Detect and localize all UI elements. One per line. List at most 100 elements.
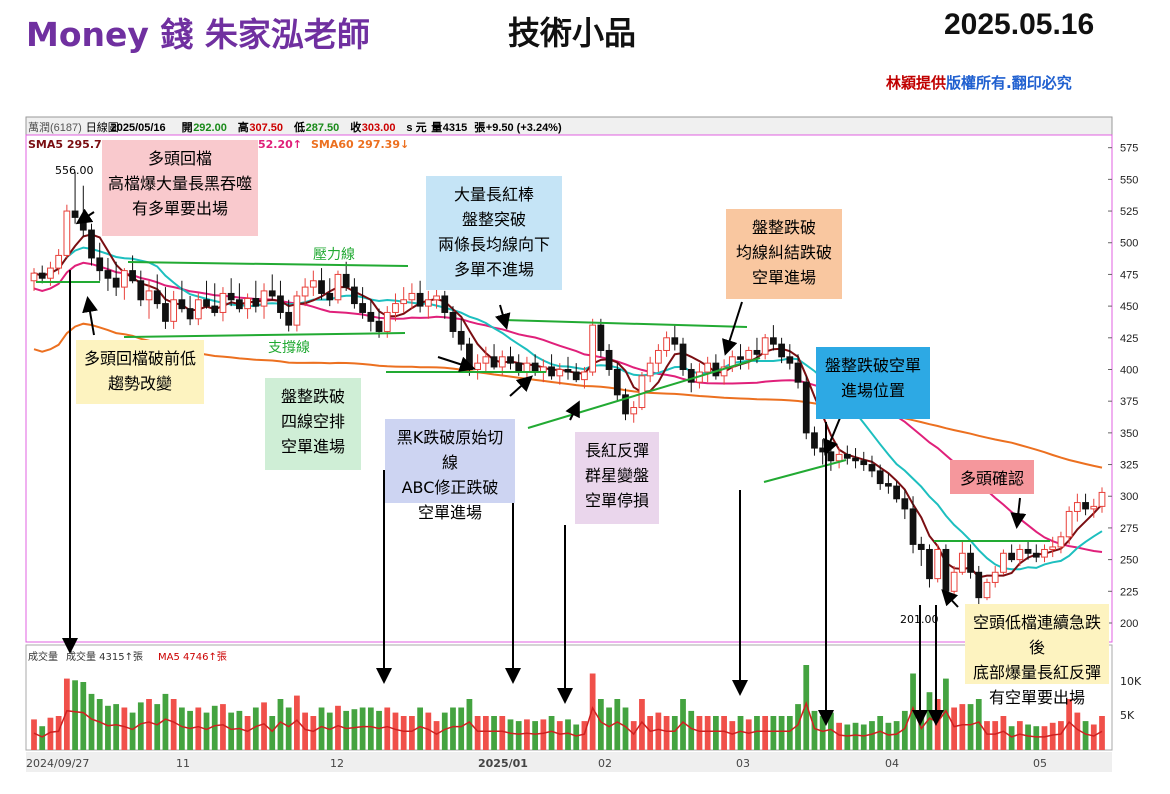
- annotation-arrow: [495, 304, 511, 330]
- volume-bar: [220, 704, 226, 750]
- vol-tick-label: 10K: [1120, 675, 1142, 688]
- volume-bar: [836, 722, 842, 750]
- annotation-four-lines: 盤整跌破 四線空排 空單進場: [265, 378, 361, 470]
- volume-bar: [482, 716, 489, 750]
- candle-body: [531, 362, 539, 373]
- candle-body: [47, 267, 54, 279]
- y-tick-label: 275: [1120, 523, 1138, 535]
- candle-body: [293, 295, 301, 326]
- volume-bar: [458, 707, 465, 750]
- candle-body: [622, 394, 629, 415]
- candle-body: [1082, 502, 1089, 510]
- volume-bar: [195, 707, 202, 750]
- candle-body: [679, 343, 687, 370]
- candle-body: [515, 362, 523, 373]
- volume-bar: [885, 722, 892, 750]
- annotation-abc: 黑K跌破原始切線 ABC修正跌破 空單進場: [385, 419, 515, 522]
- y-tick-label: 475: [1120, 269, 1138, 281]
- annotation-bottom-red: 空頭低檔連續急跌後 底部爆量長紅反彈 有空單要出場: [965, 604, 1109, 707]
- volume-bar: [367, 707, 374, 750]
- candle-body: [236, 299, 243, 310]
- legend-sma20: 52.20↑: [258, 138, 302, 151]
- y-tick-label: 250: [1120, 555, 1138, 567]
- candle-body: [761, 337, 769, 355]
- volume-bar: [343, 710, 350, 750]
- candle-body: [309, 280, 317, 288]
- candle-body: [120, 270, 128, 288]
- trend-line: [763, 459, 847, 483]
- volume-bar: [326, 712, 333, 750]
- annotation-arrow: [82, 296, 98, 336]
- candle-body: [712, 362, 720, 377]
- volume-bar: [556, 721, 563, 750]
- trend-line: [123, 332, 406, 338]
- volume-bar: [1016, 721, 1023, 750]
- volume-bar: [261, 702, 267, 750]
- volume-bar: [844, 724, 851, 750]
- volume-bar: [655, 712, 662, 750]
- candle-body: [1073, 502, 1081, 512]
- candle-body: [252, 298, 260, 307]
- y-tick-label: 525: [1120, 206, 1138, 218]
- info-bar-field: 287.50: [306, 122, 340, 134]
- volume-bar: [1099, 716, 1105, 750]
- volume-bar: [869, 721, 875, 750]
- volume-bar: [129, 712, 136, 750]
- volume-bar: [417, 707, 423, 750]
- candle-body: [835, 453, 843, 462]
- candle-body: [326, 292, 334, 301]
- annotation-arrow: [75, 208, 95, 225]
- info-bar-field: 日線圖: [86, 120, 119, 134]
- volume-bar: [499, 716, 506, 750]
- candle-body: [137, 280, 145, 301]
- volume-bar: [1049, 722, 1056, 750]
- volume-bar: [228, 712, 235, 750]
- info-bar-field: 高: [238, 120, 249, 134]
- x-tick-label: 11: [176, 757, 190, 770]
- volume-bar: [285, 707, 292, 750]
- volume-bar: [918, 710, 925, 750]
- candle-body: [449, 311, 457, 332]
- candle-body: [975, 571, 983, 599]
- volume-bar: [137, 702, 144, 750]
- volume-bar: [573, 724, 580, 750]
- info-bar-field: s 元: [406, 121, 426, 134]
- candle-body: [318, 280, 325, 294]
- candle-body: [408, 292, 416, 301]
- candle-body: [605, 349, 613, 370]
- volume-bar: [39, 726, 46, 750]
- volume-bar: [704, 716, 711, 750]
- x-tick-label: 02: [598, 757, 612, 770]
- volume-bar: [524, 719, 530, 750]
- annotation-consol-break-1: 盤整跌破 均線糾結跌破 空單進場: [726, 209, 842, 299]
- volume-bar: [1082, 721, 1089, 750]
- y-tick-label: 575: [1120, 143, 1138, 155]
- ma-line-sma120: [33, 322, 1103, 469]
- volume-bar: [80, 682, 87, 750]
- candle-body: [770, 337, 777, 345]
- report-date: 2025.05.16: [944, 8, 1095, 41]
- annotation-big-red: 大量長紅棒 盤整突破 兩條長均線向下 多單不進場: [426, 176, 562, 290]
- trend-line: [502, 319, 748, 328]
- legend-sma5: SMA5 295.70↑: [28, 138, 119, 151]
- volume-bar: [376, 710, 382, 750]
- candle-body: [498, 356, 506, 368]
- candle-body: [819, 447, 827, 453]
- candle-body: [342, 273, 350, 288]
- candle-body: [556, 368, 564, 377]
- volume-bar: [975, 699, 982, 750]
- candle-body: [753, 349, 761, 355]
- candle-body: [958, 552, 966, 573]
- volume-bar: [96, 699, 103, 750]
- volume-bar: [770, 716, 777, 750]
- volume-bar: [47, 717, 54, 750]
- resistance-label: 壓力線: [313, 247, 355, 263]
- volume-bar: [860, 724, 867, 750]
- annotation-bull-confirm: 多頭確認: [950, 460, 1034, 494]
- volume-bar: [179, 707, 185, 750]
- volume-bar: [392, 712, 399, 750]
- volume-bar: [211, 705, 218, 750]
- volume-bar: [154, 704, 161, 750]
- volume-title: 成交量: [28, 650, 58, 663]
